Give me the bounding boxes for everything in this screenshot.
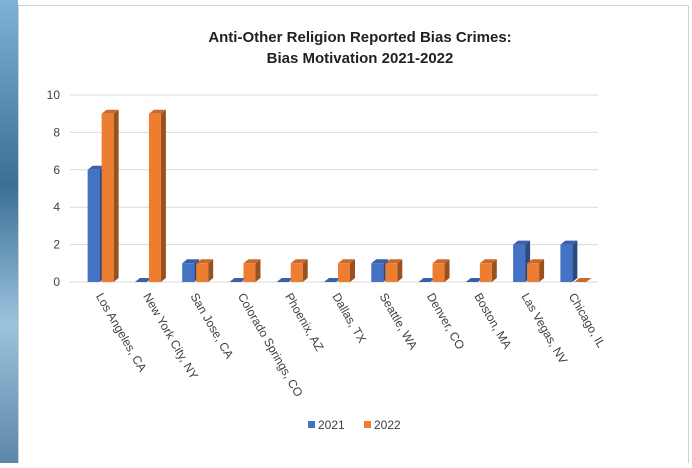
bar-side	[113, 109, 119, 282]
chart-frame	[18, 5, 689, 466]
bar	[385, 263, 398, 282]
bar-top	[87, 165, 105, 170]
bar	[513, 244, 526, 282]
bar-top	[276, 278, 294, 282]
bar-top	[527, 259, 545, 264]
bar-top	[385, 259, 403, 264]
bar	[101, 113, 114, 282]
bar-top	[560, 240, 578, 245]
bar	[371, 263, 384, 282]
bar	[243, 263, 256, 282]
bar-top	[148, 109, 166, 114]
y-tick-label: 6	[53, 163, 60, 177]
bar	[87, 169, 100, 282]
bar-top	[479, 259, 497, 264]
bar-top	[196, 259, 214, 264]
bar-top	[371, 259, 389, 264]
legend-label: 2021	[318, 418, 345, 432]
bar	[338, 263, 350, 282]
legend-label: 2022	[374, 418, 401, 432]
bar-top	[229, 278, 247, 282]
y-tick-label: 8	[53, 125, 60, 139]
bar	[290, 263, 303, 282]
y-tick-label: 2	[53, 238, 60, 252]
bar	[527, 263, 540, 282]
background-strip	[0, 0, 18, 463]
bar-side	[255, 259, 261, 282]
bar-top	[243, 259, 261, 264]
bar-top	[418, 278, 436, 282]
bar	[196, 263, 209, 282]
bar-side	[444, 259, 450, 282]
bar-side	[302, 259, 308, 282]
bar-top	[134, 278, 152, 282]
bar-top	[182, 259, 200, 264]
y-tick-label: 0	[53, 275, 60, 289]
bar	[432, 263, 445, 282]
bar-top	[324, 278, 341, 282]
bar	[560, 244, 573, 282]
bar-side	[208, 259, 214, 282]
bar-side	[160, 109, 166, 282]
bar-top	[101, 109, 119, 114]
bar-side	[572, 240, 578, 282]
legend-swatch	[308, 421, 315, 428]
bar-side	[397, 259, 403, 282]
bar	[148, 113, 161, 282]
bar	[479, 263, 492, 282]
legend-swatch	[364, 421, 371, 428]
bar-side	[491, 259, 497, 282]
y-tick-label: 4	[53, 200, 60, 214]
bar-top	[513, 240, 531, 245]
chart-title: Bias Motivation 2021-2022	[267, 50, 454, 67]
bar-top	[432, 259, 450, 264]
bar-top	[338, 259, 355, 264]
chart-title: Anti-Other Religion Reported Bias Crimes…	[208, 29, 511, 46]
y-tick-label: 10	[47, 88, 61, 102]
bar-top	[574, 278, 592, 282]
bar-top	[290, 259, 308, 264]
bar-top	[465, 278, 483, 282]
bar-side	[539, 259, 545, 282]
bar-side	[350, 259, 355, 282]
bar	[182, 263, 195, 282]
